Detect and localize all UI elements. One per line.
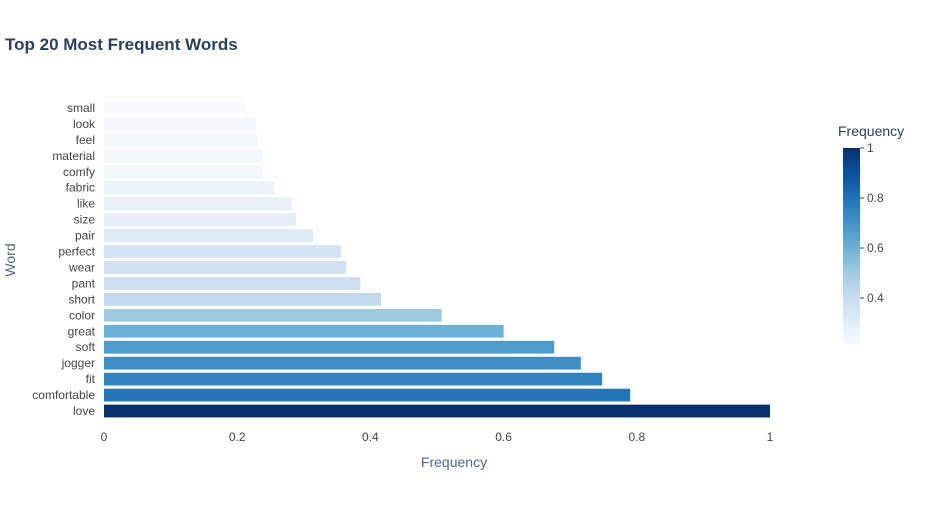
y-tick-label-like: like xyxy=(77,197,95,211)
x-tick-label: 0 xyxy=(101,430,108,444)
y-tick-label-great: great xyxy=(68,324,96,338)
x-tick-label: 0.2 xyxy=(229,430,246,444)
colorbar-title: Frequency xyxy=(838,123,904,139)
y-tick-label-fabric: fabric xyxy=(66,181,95,195)
chart-title: Top 20 Most Frequent Words xyxy=(5,35,238,54)
colorbar-ticks: 0.4 0.6 0.8 1 xyxy=(860,141,884,305)
y-tick-label-short: short xyxy=(68,292,95,306)
bar-comfy[interactable] xyxy=(104,165,263,179)
y-tick-label-jogger: jogger xyxy=(61,356,95,370)
bar-like[interactable] xyxy=(104,197,292,211)
y-tick-label-feel: feel xyxy=(76,133,95,147)
y-axis-title: Word xyxy=(2,243,18,276)
bar-love[interactable] xyxy=(104,404,770,418)
bar-material[interactable] xyxy=(104,149,263,163)
x-tick-label: 0.8 xyxy=(628,430,645,444)
y-tick-labels: small look feel material comfy fabric like size… xyxy=(32,101,96,418)
bar-short[interactable] xyxy=(104,292,382,306)
colorbar-tick-label: 0.6 xyxy=(867,241,884,255)
bar-fabric[interactable] xyxy=(104,181,275,195)
x-tick-label: 0.4 xyxy=(362,430,379,444)
bar-size[interactable] xyxy=(104,213,296,227)
bar-comfortable[interactable] xyxy=(104,388,631,402)
y-tick-label-love: love xyxy=(73,404,95,418)
bar-jogger[interactable] xyxy=(104,356,581,370)
y-tick-label-small: small xyxy=(67,101,95,115)
y-tick-label-comfortable: comfortable xyxy=(32,388,95,402)
y-tick-label-pant: pant xyxy=(72,276,96,290)
colorbar: Frequency 0.4 0.6 0.8 1 xyxy=(838,123,904,345)
bar-color[interactable] xyxy=(104,308,442,322)
bar-fit[interactable] xyxy=(104,372,603,386)
bar-pair[interactable] xyxy=(104,229,314,242)
y-tick-label-comfy: comfy xyxy=(63,165,95,179)
colorbar-tick-label: 1 xyxy=(867,141,874,155)
bar-soft[interactable] xyxy=(104,340,555,354)
y-tick-label-soft: soft xyxy=(76,340,96,354)
bar-wear[interactable] xyxy=(104,261,347,274)
x-tick-label: 0.6 xyxy=(495,430,512,444)
x-axis-title: Frequency xyxy=(421,454,487,470)
y-tick-label-pair: pair xyxy=(75,229,95,243)
colorbar-tick-label: 0.8 xyxy=(867,191,884,205)
y-tick-label-fit: fit xyxy=(86,372,96,386)
colorbar-gradient xyxy=(843,148,860,345)
x-tick-label: 1 xyxy=(767,430,774,444)
bar-pant[interactable] xyxy=(104,277,361,290)
y-tick-label-look: look xyxy=(73,117,96,131)
bar-great[interactable] xyxy=(104,324,504,338)
x-tick-labels: 0 0.2 0.4 0.6 0.8 1 xyxy=(101,430,774,444)
bars-group xyxy=(104,101,770,418)
bar-feel[interactable] xyxy=(104,133,258,147)
y-tick-label-material: material xyxy=(52,149,95,163)
y-tick-label-size: size xyxy=(74,213,96,227)
colorbar-tick-label: 0.4 xyxy=(867,291,884,305)
y-tick-label-color: color xyxy=(69,308,95,322)
y-tick-label-wear: wear xyxy=(68,260,95,274)
bar-perfect[interactable] xyxy=(104,245,342,258)
bar-small[interactable] xyxy=(104,101,246,115)
y-tick-label-perfect: perfect xyxy=(58,245,95,259)
bar-look[interactable] xyxy=(104,117,256,131)
